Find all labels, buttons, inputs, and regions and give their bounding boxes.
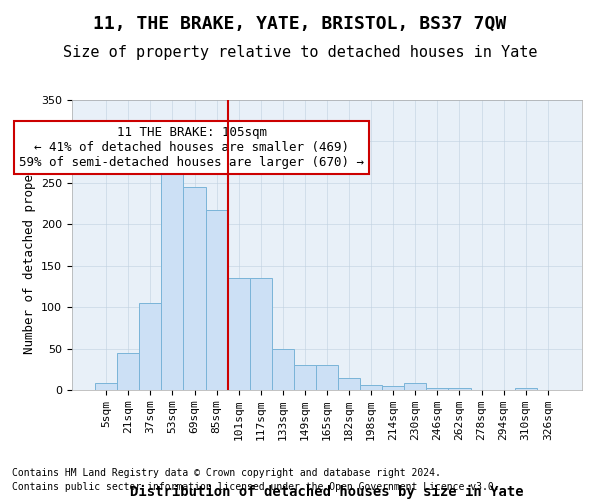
Bar — [95, 384, 117, 390]
Bar — [250, 278, 272, 390]
Bar — [184, 187, 206, 390]
Bar — [206, 210, 227, 390]
Bar — [338, 378, 360, 390]
Bar — [294, 365, 316, 390]
Text: Contains public sector information licensed under the Open Government Licence v3: Contains public sector information licen… — [12, 482, 500, 492]
Text: 11, THE BRAKE, YATE, BRISTOL, BS37 7QW: 11, THE BRAKE, YATE, BRISTOL, BS37 7QW — [94, 15, 506, 33]
Bar — [139, 303, 161, 390]
Bar — [404, 384, 427, 390]
Y-axis label: Number of detached properties: Number of detached properties — [23, 136, 35, 354]
Bar — [515, 388, 537, 390]
Bar — [161, 166, 184, 390]
Bar — [316, 365, 338, 390]
Bar — [448, 388, 470, 390]
Text: 11 THE BRAKE: 105sqm
← 41% of detached houses are smaller (469)
59% of semi-deta: 11 THE BRAKE: 105sqm ← 41% of detached h… — [19, 126, 364, 169]
Bar — [117, 352, 139, 390]
Bar — [360, 385, 382, 390]
Text: Size of property relative to detached houses in Yate: Size of property relative to detached ho… — [63, 45, 537, 60]
Bar — [382, 386, 404, 390]
Bar — [272, 348, 294, 390]
Text: Contains HM Land Registry data © Crown copyright and database right 2024.: Contains HM Land Registry data © Crown c… — [12, 468, 441, 477]
X-axis label: Distribution of detached houses by size in Yate: Distribution of detached houses by size … — [130, 484, 524, 499]
Bar — [427, 388, 448, 390]
Bar — [227, 278, 250, 390]
